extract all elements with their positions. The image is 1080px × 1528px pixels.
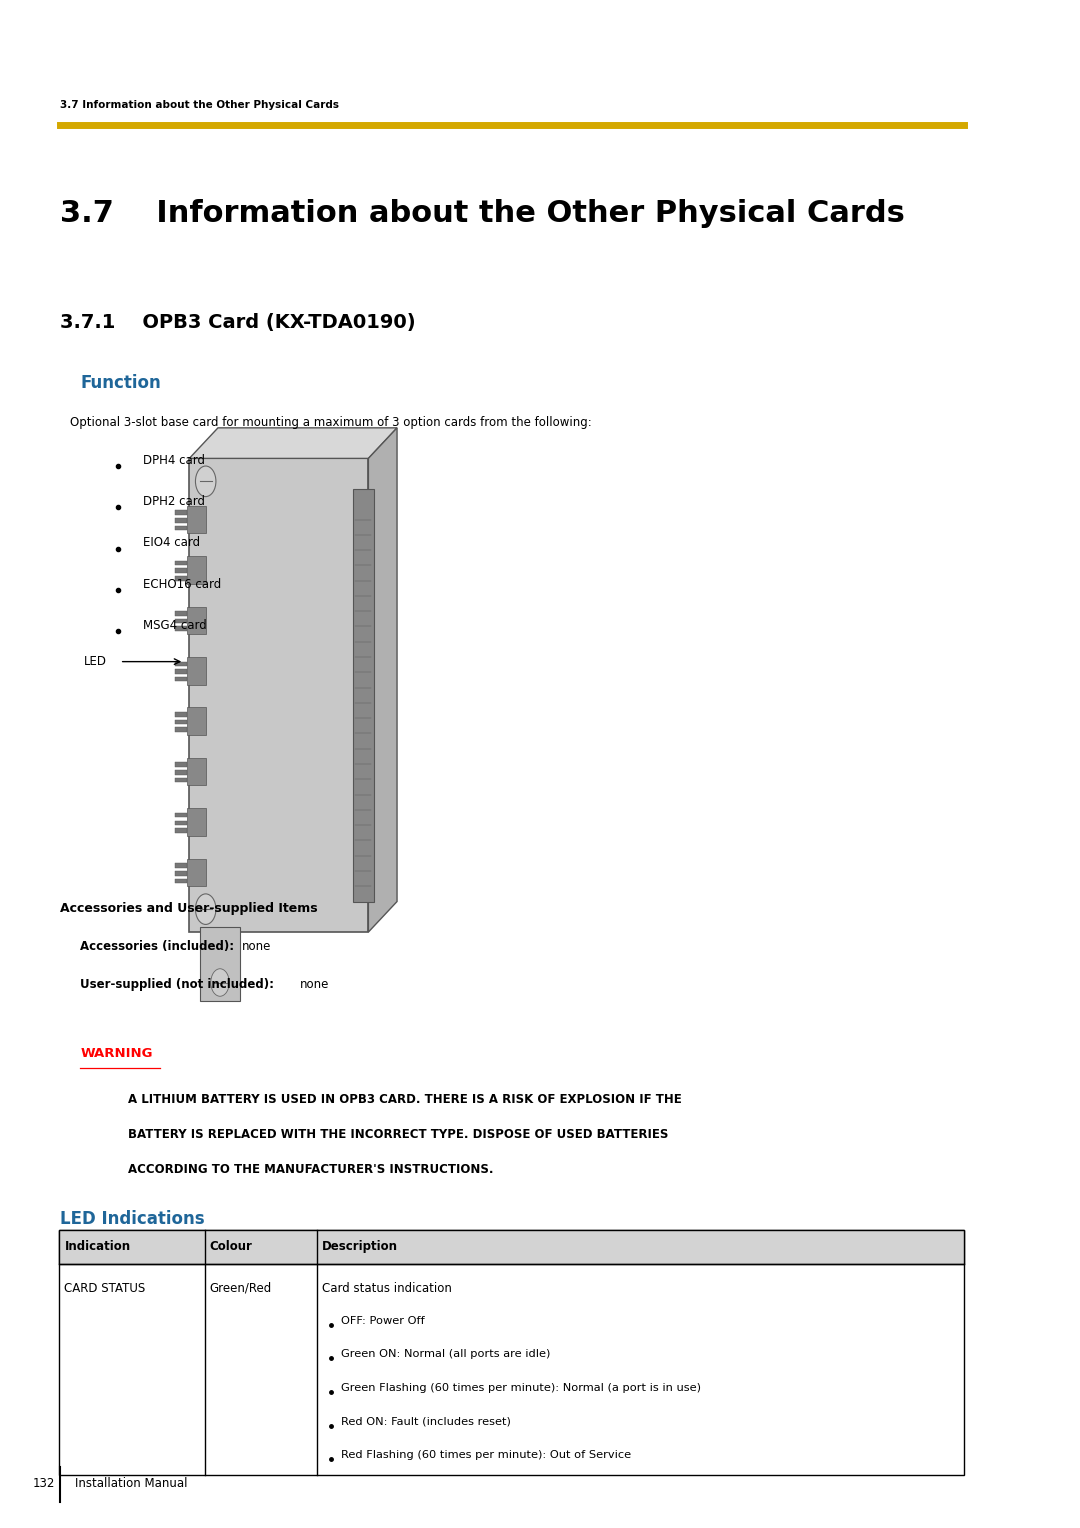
- Text: A LITHIUM BATTERY IS USED IN OPB3 CARD. THERE IS A RISK OF EXPLOSION IF THE: A LITHIUM BATTERY IS USED IN OPB3 CARD. …: [127, 1093, 681, 1106]
- Bar: [175, 727, 187, 732]
- Text: OFF: Power Off: OFF: Power Off: [341, 1316, 424, 1326]
- Text: Green/Red: Green/Red: [210, 1282, 272, 1296]
- Text: LED: LED: [84, 656, 107, 668]
- Text: Optional 3-slot base card for mounting a maximum of 3 option cards from the foll: Optional 3-slot base card for mounting a…: [70, 416, 592, 429]
- Bar: [175, 669, 187, 674]
- Bar: [175, 712, 187, 717]
- Text: DPH2 card: DPH2 card: [144, 495, 205, 509]
- Text: BATTERY IS REPLACED WITH THE INCORRECT TYPE. DISPOSE OF USED BATTERIES: BATTERY IS REPLACED WITH THE INCORRECT T…: [127, 1128, 669, 1141]
- Bar: [187, 506, 205, 533]
- Text: none: none: [300, 978, 329, 992]
- Text: Red Flashing (60 times per minute): Out of Service: Red Flashing (60 times per minute): Out …: [341, 1450, 631, 1461]
- Text: ACCORDING TO THE MANUFACTURER'S INSTRUCTIONS.: ACCORDING TO THE MANUFACTURER'S INSTRUCT…: [127, 1163, 494, 1177]
- Circle shape: [195, 894, 216, 924]
- Text: EIO4 card: EIO4 card: [144, 536, 201, 550]
- Bar: [175, 526, 187, 530]
- Bar: [175, 871, 187, 876]
- Bar: [175, 879, 187, 883]
- Bar: [59, 1230, 964, 1475]
- Bar: [175, 662, 187, 666]
- Text: CARD STATUS: CARD STATUS: [65, 1282, 146, 1296]
- Text: MSG4 card: MSG4 card: [144, 619, 207, 633]
- Text: Description: Description: [322, 1241, 399, 1253]
- Polygon shape: [368, 428, 397, 932]
- Bar: [175, 626, 187, 631]
- Text: 3.7 Information about the Other Physical Cards: 3.7 Information about the Other Physical…: [59, 99, 339, 110]
- Bar: [175, 770, 187, 775]
- Bar: [175, 821, 187, 825]
- Bar: [175, 813, 187, 817]
- Text: Green Flashing (60 times per minute): Normal (a port is in use): Green Flashing (60 times per minute): No…: [341, 1383, 701, 1394]
- Bar: [175, 576, 187, 581]
- Bar: [189, 458, 368, 932]
- Bar: [175, 778, 187, 782]
- Text: Colour: Colour: [210, 1241, 253, 1253]
- Text: Function: Function: [80, 374, 161, 393]
- Text: none: none: [242, 940, 271, 953]
- Bar: [175, 568, 187, 573]
- Bar: [175, 561, 187, 565]
- Text: Card status indication: Card status indication: [322, 1282, 453, 1296]
- Circle shape: [195, 466, 216, 497]
- Text: Indication: Indication: [65, 1241, 131, 1253]
- Text: ECHO16 card: ECHO16 card: [144, 578, 221, 591]
- Bar: [187, 859, 205, 886]
- Bar: [187, 556, 205, 584]
- Text: Installation Manual: Installation Manual: [75, 1478, 188, 1490]
- Text: 3.7    Information about the Other Physical Cards: 3.7 Information about the Other Physical…: [59, 199, 905, 228]
- Text: Green ON: Normal (all ports are idle): Green ON: Normal (all ports are idle): [341, 1349, 550, 1360]
- Bar: [353, 489, 374, 902]
- Text: User-supplied (not included):: User-supplied (not included):: [80, 978, 274, 992]
- Bar: [175, 677, 187, 681]
- Text: Accessories (included):: Accessories (included):: [80, 940, 234, 953]
- Bar: [200, 927, 241, 1001]
- Polygon shape: [189, 428, 397, 458]
- Text: Red ON: Fault (includes reset): Red ON: Fault (includes reset): [341, 1416, 511, 1427]
- Text: 3.7.1    OPB3 Card (KX-TDA0190): 3.7.1 OPB3 Card (KX-TDA0190): [59, 313, 416, 332]
- Text: WARNING: WARNING: [80, 1047, 152, 1060]
- Text: DPH4 card: DPH4 card: [144, 454, 205, 468]
- Bar: [175, 863, 187, 868]
- Bar: [175, 510, 187, 515]
- Bar: [175, 518, 187, 523]
- Bar: [175, 611, 187, 616]
- Text: LED Indications: LED Indications: [59, 1210, 204, 1229]
- Bar: [175, 762, 187, 767]
- Circle shape: [211, 969, 229, 996]
- Bar: [175, 828, 187, 833]
- Text: 132: 132: [32, 1478, 55, 1490]
- Bar: [175, 720, 187, 724]
- Bar: [187, 758, 205, 785]
- Text: Accessories and User-supplied Items: Accessories and User-supplied Items: [59, 902, 318, 915]
- Bar: [59, 1230, 964, 1264]
- Bar: [175, 619, 187, 623]
- Bar: [187, 808, 205, 836]
- Bar: [187, 607, 205, 634]
- Bar: [187, 707, 205, 735]
- Bar: [187, 657, 205, 685]
